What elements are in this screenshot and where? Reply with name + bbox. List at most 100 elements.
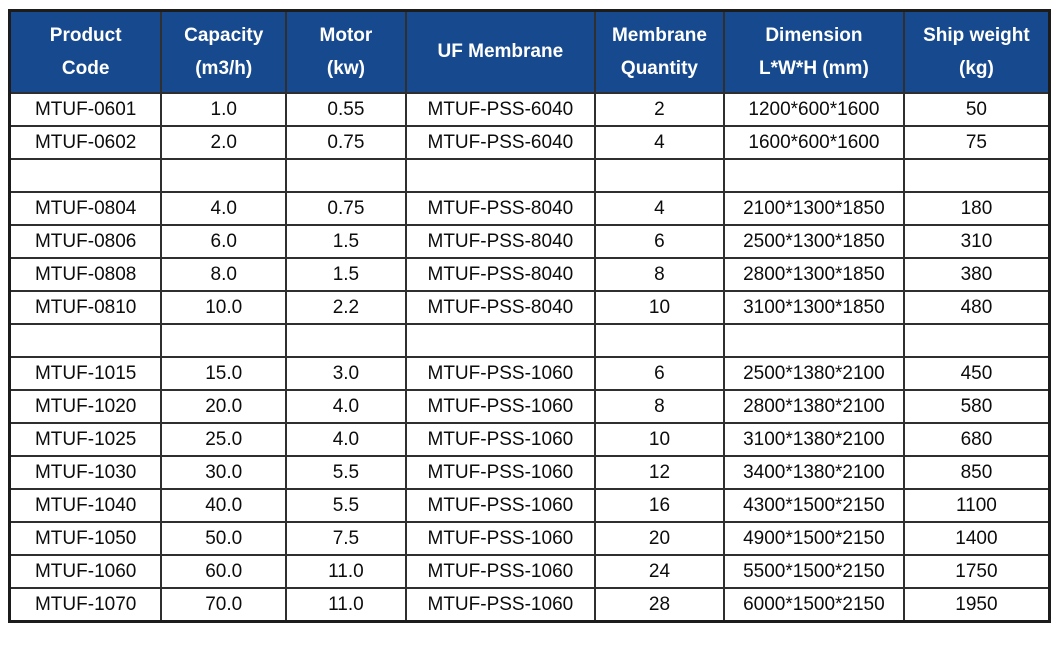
table-cell-ship-weight: 850	[902, 455, 1051, 490]
table-cell-product-code: MTUF-1025	[8, 422, 163, 457]
table-cell-motor: 0.75	[285, 125, 407, 160]
table-cell-product-code: MTUF-0602	[8, 125, 163, 160]
table-cell-ship-weight: 680	[902, 422, 1051, 457]
table-cell-ship-weight: 50	[902, 92, 1051, 127]
header-cell-capacity: Capacity (m3/h)	[160, 9, 288, 94]
header-cell-product-code: Product Code	[8, 9, 163, 94]
table-cell-uf-membrane: MTUF-PSS-8040	[404, 191, 596, 226]
header-label: UF Membrane	[437, 41, 564, 63]
header-label: Product	[49, 24, 122, 46]
table-cell-product-code: MTUF-1040	[8, 488, 163, 523]
header-label: Code	[61, 58, 110, 79]
table-cell-capacity: 2.0	[160, 125, 288, 160]
table-cell-dimension: 2500*1380*2100	[722, 356, 905, 391]
header-cell-ship-weight: Ship weight (kg)	[902, 9, 1051, 94]
table-header: Product Code Capacity (m3/h) Motor (kw) UF Mem…	[8, 9, 1051, 94]
table-cell-dimension: 6000*1500*2150	[722, 587, 905, 623]
header-row: Product Code Capacity (m3/h) Motor (kw) UF Mem…	[8, 9, 1051, 94]
table-cell-ship-weight	[902, 323, 1051, 358]
table-cell-uf-membrane: MTUF-PSS-1060	[404, 422, 596, 457]
header-label: Motor	[319, 24, 373, 46]
table-cell-ship-weight: 310	[902, 224, 1051, 259]
table-cell-membrane-quantity: 24	[593, 554, 725, 589]
header-label: Dimension	[765, 24, 863, 46]
table-cell-motor: 5.5	[285, 455, 407, 490]
table-cell-motor	[285, 158, 407, 193]
product-spec-table: Product Code Capacity (m3/h) Motor (kw) UF Mem…	[8, 9, 1051, 623]
table-cell-uf-membrane: MTUF-PSS-1060	[404, 521, 596, 556]
table-cell-motor	[285, 323, 407, 358]
table-cell-motor: 1.5	[285, 224, 407, 259]
table-row: MTUF-0601 1.0 0.55 MTUF-PSS-6040 2 1200*600*1…	[8, 92, 1051, 127]
table-cell-dimension: 2800*1380*2100	[722, 389, 905, 424]
table-cell-capacity: 8.0	[160, 257, 288, 292]
table-cell-capacity: 40.0	[160, 488, 288, 523]
table-cell-membrane-quantity: 4	[593, 125, 725, 160]
table-cell-capacity: 25.0	[160, 422, 288, 457]
table-cell-product-code: MTUF-0810	[8, 290, 163, 325]
table-cell-product-code: MTUF-0808	[8, 257, 163, 292]
table-cell-membrane-quantity: 12	[593, 455, 725, 490]
table-row: MTUF-1020 20.0 4.0 MTUF-PSS-1060 8 2800*1380*…	[8, 389, 1051, 424]
table-cell-dimension	[722, 158, 905, 193]
table-cell-product-code: MTUF-0601	[8, 92, 163, 127]
table-cell-ship-weight: 180	[902, 191, 1051, 226]
table-cell-uf-membrane: MTUF-PSS-8040	[404, 224, 596, 259]
header-label: Quantity	[620, 58, 698, 79]
table-cell-ship-weight: 1100	[902, 488, 1051, 523]
table-cell-product-code: MTUF-1070	[8, 587, 163, 623]
table-cell-dimension: 3400*1380*2100	[722, 455, 905, 490]
table-cell-capacity	[160, 323, 288, 358]
table-cell-dimension: 2100*1300*1850	[722, 191, 905, 226]
header-label: Membrane	[611, 24, 707, 46]
table-cell-product-code: MTUF-0804	[8, 191, 163, 226]
table-row: MTUF-1040 40.0 5.5 MTUF-PSS-1060 16 4300*1500…	[8, 488, 1051, 523]
table-cell-motor: 7.5	[285, 521, 407, 556]
header-cell-motor: Motor (kw)	[285, 9, 407, 94]
table-cell-motor: 0.75	[285, 191, 407, 226]
table-cell-motor: 1.5	[285, 257, 407, 292]
table-row: MTUF-1050 50.0 7.5 MTUF-PSS-1060 20 4900*1500…	[8, 521, 1051, 556]
table-cell-dimension: 5500*1500*2150	[722, 554, 905, 589]
table-cell-dimension: 1200*600*1600	[722, 92, 905, 127]
table-cell-capacity: 50.0	[160, 521, 288, 556]
table-row-separator	[8, 323, 1051, 358]
table-cell-uf-membrane	[404, 158, 596, 193]
table-cell-membrane-quantity: 6	[593, 224, 725, 259]
table-cell-dimension: 3100*1380*2100	[722, 422, 905, 457]
table-cell-membrane-quantity: 10	[593, 422, 725, 457]
header-label: L*W*H (mm)	[759, 58, 869, 79]
table-cell-membrane-quantity: 20	[593, 521, 725, 556]
table-cell-capacity	[160, 158, 288, 193]
table-cell-membrane-quantity: 4	[593, 191, 725, 226]
table-cell-capacity: 20.0	[160, 389, 288, 424]
table-cell-uf-membrane	[404, 323, 596, 358]
table-row: MTUF-0810 10.0 2.2 MTUF-PSS-8040 10 3100*1300…	[8, 290, 1051, 325]
table-cell-motor: 2.2	[285, 290, 407, 325]
header-cell-dimension: Dimension L*W*H (mm)	[722, 9, 905, 94]
table-cell-membrane-quantity: 10	[593, 290, 725, 325]
table-cell-ship-weight	[902, 158, 1051, 193]
table-cell-uf-membrane: MTUF-PSS-1060	[404, 356, 596, 391]
table-cell-ship-weight: 1950	[902, 587, 1051, 623]
table-cell-ship-weight: 450	[902, 356, 1051, 391]
header-label: (kg)	[959, 58, 994, 79]
table-row: MTUF-1015 15.0 3.0 MTUF-PSS-1060 6 2500*1380*…	[8, 356, 1051, 391]
table-cell-ship-weight: 75	[902, 125, 1051, 160]
table-cell-membrane-quantity: 16	[593, 488, 725, 523]
table-cell-capacity: 70.0	[160, 587, 288, 623]
table-cell-capacity: 60.0	[160, 554, 288, 589]
table-cell-product-code: MTUF-1050	[8, 521, 163, 556]
table-cell-dimension: 4300*1500*2150	[722, 488, 905, 523]
header-label: Ship weight	[923, 24, 1030, 46]
table-cell-uf-membrane: MTUF-PSS-1060	[404, 389, 596, 424]
table-cell-motor: 11.0	[285, 587, 407, 623]
table-cell-ship-weight: 580	[902, 389, 1051, 424]
table-cell-ship-weight: 1400	[902, 521, 1051, 556]
table-cell-motor: 5.5	[285, 488, 407, 523]
table-cell-dimension: 3100*1300*1850	[722, 290, 905, 325]
table-cell-uf-membrane: MTUF-PSS-6040	[404, 125, 596, 160]
table-cell-capacity: 30.0	[160, 455, 288, 490]
header-label: Capacity	[184, 24, 264, 46]
table-cell-dimension: 2500*1300*1850	[722, 224, 905, 259]
